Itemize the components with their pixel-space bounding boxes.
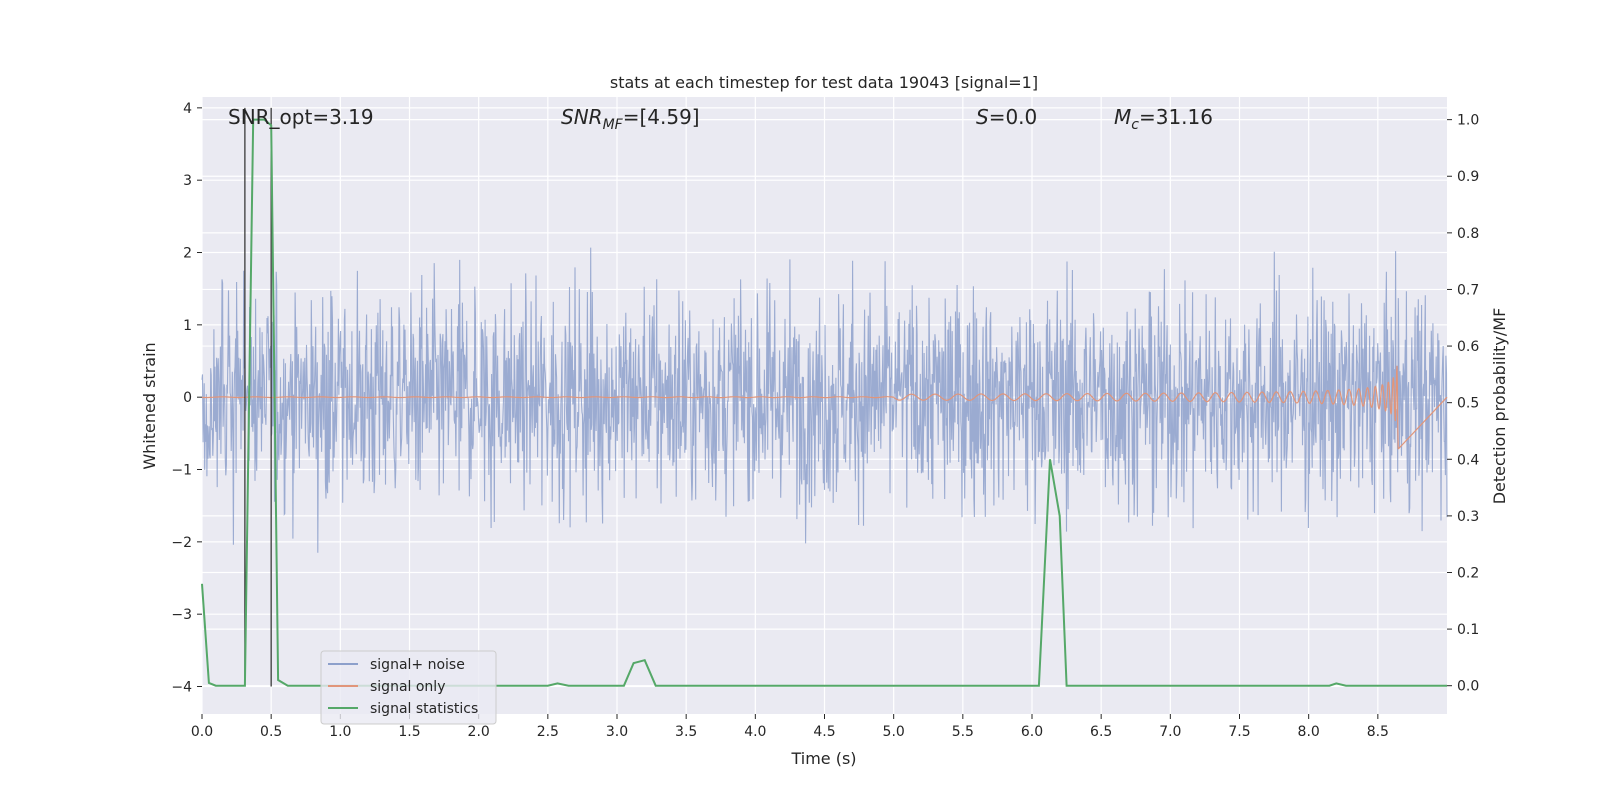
x-tick-label: 2.5 (537, 724, 559, 740)
signal-statistics-series (201, 118, 1447, 687)
y-right-tick-label: 1.0 (1457, 113, 1479, 129)
y-right-axis-label: Detection probability/MF (1490, 308, 1509, 505)
y-left-tick-label: 4 (183, 101, 192, 117)
x-tick-label: 7.5 (1228, 724, 1250, 740)
y-right-tick-label: 0.8 (1457, 226, 1479, 242)
y-right-tick-label: 0.5 (1457, 396, 1479, 412)
x-tick-label: 5.0 (883, 724, 905, 740)
y-left-tick-label: 0 (183, 390, 192, 406)
x-tick-label: 2.0 (468, 724, 490, 740)
x-axis-label: Time (s) (790, 749, 856, 768)
legend-box (320, 650, 497, 725)
signal-statistics-line (201, 118, 1447, 687)
x-tick-label: 8.5 (1367, 724, 1389, 740)
x-tick-label: 3.5 (675, 724, 697, 740)
y-right-tick-label: 0.6 (1457, 339, 1479, 355)
legend-label-signal-only: signal only (370, 679, 445, 695)
y-left-tick-label: −1 (171, 463, 192, 479)
x-tick-label: 6.0 (1021, 724, 1043, 740)
y-right-tick-label: 0.0 (1457, 679, 1479, 695)
y-left-axis-label: Whitened strain (140, 342, 159, 469)
y-left-tick-label: 2 (183, 246, 192, 262)
x-tick-label: 3.0 (606, 724, 628, 740)
x-tick-label: 8.0 (1298, 724, 1320, 740)
y-left-tick-label: 3 (183, 173, 192, 189)
legend: signal+ noise signal only signal statist… (320, 650, 497, 725)
chart-title: stats at each timestep for test data 190… (610, 73, 1038, 92)
y-right-tick-label: 0.4 (1457, 452, 1479, 468)
signal-only-line (202, 365, 1448, 450)
s-rest: =0.0 (989, 105, 1038, 129)
snr-opt-annotation: SNR_opt=3.19 (228, 105, 374, 129)
x-tick-label: 1.5 (398, 724, 420, 740)
x-tick-label: 1.0 (329, 724, 351, 740)
snr-mf-sub: MF (603, 117, 624, 133)
y-right-tick-label: 0.3 (1457, 509, 1479, 525)
x-tick-label: 6.5 (1090, 724, 1112, 740)
mc-main: M (1114, 105, 1131, 129)
y-right-axis-ticks: 0.0 0.1 0.2 0.3 0.4 0.5 0.6 0.7 0.8 0.9 1.0 (1447, 113, 1479, 695)
s-annotation: S=0.0 (976, 105, 1037, 129)
y-left-tick-label: −2 (171, 535, 192, 551)
s-main: S (976, 105, 989, 129)
signal-only-series (202, 365, 1448, 450)
x-tick-label: 5.5 (952, 724, 974, 740)
y-left-tick-label: −4 (171, 680, 192, 696)
y-left-axis-ticks: −4 −3 −2 −1 0 1 2 3 4 (171, 101, 202, 696)
snr-mf-main: SNR (561, 105, 603, 129)
snr-mf-annotation: SNRMF=[4.59] (561, 105, 700, 133)
x-tick-label: 7.0 (1159, 724, 1181, 740)
signal-noise-line (201, 247, 1448, 553)
snr-mf-rest: =[4.59] (623, 105, 700, 129)
x-tick-label: 0.5 (260, 724, 282, 740)
y-right-tick-label: 0.9 (1457, 169, 1479, 185)
y-right-tick-label: 0.1 (1457, 622, 1479, 638)
y-left-tick-label: 1 (183, 318, 192, 334)
x-axis-ticks: 0.0 0.5 1.0 1.5 2.0 2.5 3.0 3.5 4.0 4.5 5.0 5.5 6.0 6… (191, 714, 1389, 740)
signal-noise-series (201, 247, 1448, 553)
legend-label-signal-statistics: signal statistics (370, 701, 478, 717)
mc-rest: =31.16 (1139, 105, 1213, 129)
y-right-tick-label: 0.2 (1457, 565, 1479, 581)
marker-lines (244, 107, 272, 687)
mc-annotation: Mc=31.16 (1114, 105, 1213, 133)
y-right-tick-label: 0.7 (1457, 282, 1479, 298)
x-tick-label: 4.5 (813, 724, 835, 740)
x-tick-label: 4.0 (744, 724, 766, 740)
y-left-tick-label: −3 (171, 607, 192, 623)
legend-label-signal-noise: signal+ noise (370, 657, 465, 673)
mc-sub: c (1131, 117, 1139, 133)
x-tick-label: 0.0 (191, 724, 213, 740)
